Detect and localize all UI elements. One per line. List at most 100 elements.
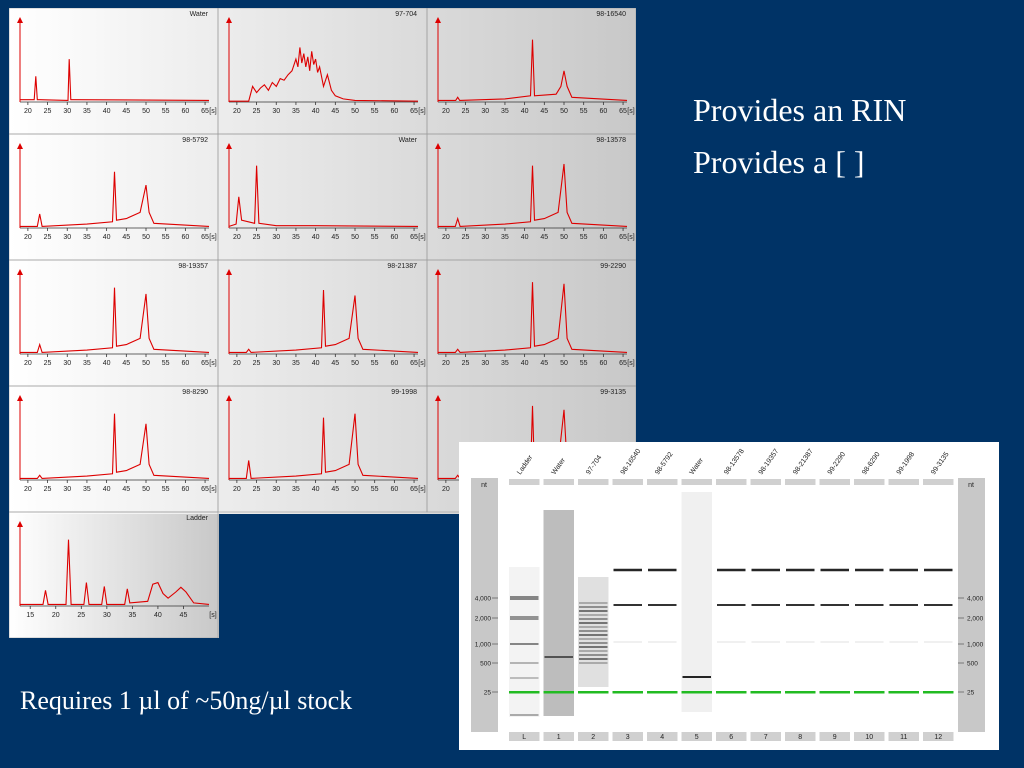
gel-band — [820, 641, 849, 643]
lower-marker-band — [923, 691, 954, 694]
lower-marker-band — [854, 691, 885, 694]
lane-number: 8 — [798, 734, 802, 741]
x-tick-label: 50 — [560, 234, 568, 241]
gel-band — [579, 626, 608, 628]
x-tick-label: 45 — [331, 486, 339, 493]
x-tick-label: 30 — [63, 234, 71, 241]
x-tick-label: 45 — [122, 486, 130, 493]
x-tick-label: 45 — [122, 108, 130, 115]
electropherogram-10: 20 25 30 35 40 45 50 55 60 65 [s] 99-1998 — [217, 385, 428, 513]
x-unit-label: [s] — [209, 108, 216, 115]
y-axis-arrow — [435, 269, 441, 275]
x-tick-label: 20 — [24, 486, 32, 493]
electropherogram-4: 20 25 30 35 40 45 50 55 60 65 [s] Water — [217, 133, 428, 261]
x-tick-label: 20 — [233, 234, 241, 241]
lower-marker-band — [578, 691, 609, 694]
plot-title: 98-21387 — [387, 263, 417, 270]
y-axis-arrow — [226, 143, 232, 149]
electropherogram-1: 20 25 30 35 40 45 50 55 60 65 [s] 97-704 — [217, 8, 428, 135]
lower-marker-band — [785, 691, 816, 694]
x-tick-label: 35 — [501, 360, 509, 367]
x-unit-label: [s] — [418, 108, 425, 115]
x-unit-label: [s] — [418, 234, 425, 241]
lane-header-bar — [543, 479, 574, 485]
plot-title: 99-3135 — [600, 389, 626, 396]
x-tick-label: 25 — [44, 360, 52, 367]
lane-name: 99-1998 — [896, 451, 917, 476]
x-tick-label: 40 — [154, 612, 162, 619]
x-tick-label: 45 — [540, 234, 548, 241]
x-tick-label: 55 — [162, 234, 170, 241]
gel-band — [786, 641, 815, 643]
trace-line — [20, 539, 210, 605]
x-tick-label: 35 — [292, 360, 300, 367]
y-axis-arrow — [17, 395, 23, 401]
lane-number-bar — [923, 732, 954, 741]
x-unit-label: [s] — [627, 234, 634, 241]
lane-number-bar — [750, 732, 781, 741]
plot-title: 99-1998 — [391, 389, 417, 396]
x-tick-label: 35 — [128, 612, 136, 619]
x-tick-label: 35 — [83, 234, 91, 241]
gel-band — [820, 568, 849, 572]
electropherogram-6: 20 25 30 35 40 45 50 55 60 65 [s] 98-19357 — [9, 259, 219, 387]
electropherogram-7: 20 25 30 35 40 45 50 55 60 65 [s] 98-21387 — [217, 259, 428, 387]
size-label-left: 25 — [484, 690, 492, 697]
x-tick-label: 60 — [599, 108, 607, 115]
x-tick-label: 50 — [142, 234, 150, 241]
gel-band — [613, 604, 642, 606]
x-tick-label: 65 — [619, 360, 627, 367]
lane-number-bar — [716, 732, 747, 741]
trace-line — [438, 282, 628, 353]
trace-line — [20, 59, 210, 101]
x-tick-label: 60 — [181, 108, 189, 115]
lower-marker-band — [716, 691, 747, 694]
electropherogram-8: 20 25 30 35 40 45 50 55 60 65 [s] 99-2290 — [426, 259, 636, 387]
bullet-concentration: Provides a [ ] — [693, 144, 865, 180]
lane-header-bar — [716, 479, 747, 485]
x-tick-label: 40 — [521, 108, 529, 115]
lane-name: Water — [689, 457, 706, 477]
gel-band — [579, 634, 608, 636]
x-tick-label: 25 — [462, 360, 470, 367]
x-tick-label: 30 — [481, 108, 489, 115]
gel-band — [751, 604, 780, 606]
y-axis-arrow — [17, 143, 23, 149]
gel-band — [579, 654, 608, 656]
x-tick-label: 55 — [580, 360, 588, 367]
y-axis-arrow — [17, 521, 23, 527]
lane-number-bar — [578, 732, 609, 741]
gel-band — [544, 656, 573, 658]
x-tick-label: 45 — [122, 360, 130, 367]
x-tick-label: 65 — [619, 234, 627, 241]
x-tick-label: 25 — [44, 486, 52, 493]
x-tick-label: 45 — [331, 360, 339, 367]
x-tick-label: 15 — [26, 612, 34, 619]
x-tick-label: 20 — [442, 234, 450, 241]
lane-header-bar — [923, 479, 954, 485]
trace-line — [20, 413, 210, 479]
x-tick-label: 20 — [442, 486, 450, 493]
x-tick-label: 50 — [142, 360, 150, 367]
x-tick-label: 20 — [442, 360, 450, 367]
x-tick-label: 30 — [272, 360, 280, 367]
lane-number-bar — [543, 732, 574, 741]
gel-band — [855, 604, 884, 606]
lane-header-bar — [888, 479, 919, 485]
size-label-right: 25 — [967, 690, 975, 697]
lower-marker-band — [647, 691, 678, 694]
gel-band — [613, 568, 642, 572]
lane-number: L — [522, 734, 526, 741]
x-tick-label: 60 — [390, 360, 398, 367]
electropherogram-5: 20 25 30 35 40 45 50 55 60 65 [s] 98-13578 — [426, 133, 636, 261]
x-tick-label: 65 — [619, 108, 627, 115]
lane-number-bar — [888, 732, 919, 741]
trace-line — [438, 39, 628, 101]
size-label-left: 1,000 — [475, 642, 492, 649]
lower-marker-band — [612, 691, 643, 694]
lower-marker-band — [509, 691, 540, 694]
lane-number: 6 — [729, 734, 733, 741]
x-tick-label: 25 — [462, 108, 470, 115]
gel-band — [510, 677, 539, 679]
